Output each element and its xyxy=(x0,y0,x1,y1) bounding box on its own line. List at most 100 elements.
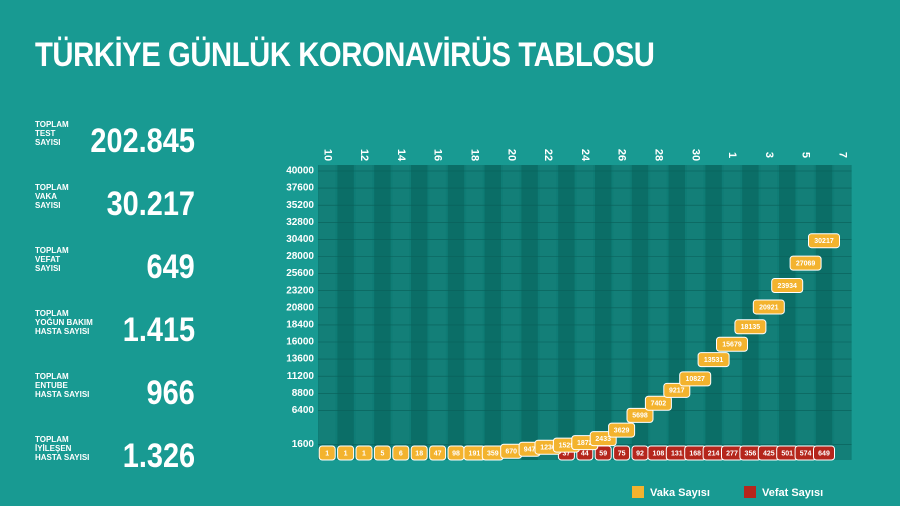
data-label: 574 xyxy=(800,450,812,457)
legend-swatch xyxy=(632,486,644,498)
y-tick-label: 28000 xyxy=(286,251,314,262)
data-label: 59 xyxy=(599,450,607,457)
data-box xyxy=(808,233,840,249)
data-label: 92 xyxy=(636,450,644,457)
stat-label: TOPLAM İYİLEŞEN HASTA SAYISI xyxy=(35,435,90,462)
data-box xyxy=(697,352,730,368)
x-tick-label: 28 xyxy=(652,149,664,161)
column-stripe xyxy=(319,165,336,460)
column-stripe xyxy=(521,165,538,460)
data-label: 1236 xyxy=(540,445,556,452)
x-tick-label: 10 xyxy=(321,149,333,161)
y-tick-label: 11200 xyxy=(287,371,315,382)
y-tick-label: 20800 xyxy=(286,302,314,313)
column-stripe xyxy=(779,165,796,460)
data-label: 5698 xyxy=(632,413,648,420)
column-stripe xyxy=(723,165,741,460)
column-stripe xyxy=(613,165,630,460)
stat: TOPLAM VAKA SAYISI 30.217 xyxy=(35,183,195,223)
stat-label: TOPLAM ENTUBE HASTA SAYISI xyxy=(35,372,90,399)
column-stripe xyxy=(742,165,759,460)
data-label: 277 xyxy=(726,450,738,457)
y-tick-label: 8800 xyxy=(292,388,315,399)
y-tick-label: 32800 xyxy=(286,217,314,228)
column-stripe xyxy=(668,165,685,460)
y-tick-label: 35200 xyxy=(286,200,314,211)
data-label: 1 xyxy=(325,450,329,457)
data-box xyxy=(752,299,785,315)
stat-label: TOPLAM TEST SAYISI xyxy=(35,120,69,147)
y-tick-label: 40000 xyxy=(286,166,314,177)
legend-label: Vaka Sayısı xyxy=(650,487,710,499)
data-label: 501 xyxy=(781,450,793,457)
data-label: 947 xyxy=(524,447,536,454)
stat: TOPLAM ENTUBE HASTA SAYISI 966 xyxy=(35,372,195,412)
data-label: 15679 xyxy=(722,342,742,349)
data-box xyxy=(429,445,447,461)
data-label: 30217 xyxy=(814,238,834,245)
data-label: 356 xyxy=(745,450,757,457)
stat: TOPLAM YOĞUN BAKIM HASTA SAYISI 1.415 xyxy=(35,309,195,349)
data-box xyxy=(608,422,636,438)
data-label: 425 xyxy=(763,450,775,457)
column-stripe xyxy=(687,165,704,460)
stat-value: 1.415 xyxy=(122,311,195,349)
stat: TOPLAM VEFAT SAYISI 649 xyxy=(35,246,195,286)
column-stripe xyxy=(337,165,354,460)
x-tick-label: 7 xyxy=(836,152,848,158)
data-label: 1 xyxy=(362,450,366,457)
stat-value: 1.326 xyxy=(122,437,195,475)
column-stripe xyxy=(484,165,501,460)
data-label: 6 xyxy=(399,450,403,457)
data-box xyxy=(771,277,804,293)
data-label: 23934 xyxy=(777,283,797,290)
column-stripe xyxy=(705,165,722,460)
data-label: 168 xyxy=(689,450,701,457)
legend-swatch xyxy=(744,486,756,498)
x-tick-label: 26 xyxy=(616,149,628,161)
y-tick-label: 1600 xyxy=(292,439,315,450)
data-label: 27069 xyxy=(796,260,816,267)
y-tick-label: 13600 xyxy=(286,354,314,365)
title: TÜRKİYE GÜNLÜK KORONAVİRÜS TABLOSU xyxy=(35,36,655,74)
column-stripe xyxy=(558,165,575,460)
data-label: 7402 xyxy=(651,401,667,408)
stat-label: TOPLAM YOĞUN BAKIM HASTA SAYISI xyxy=(35,309,93,336)
data-box xyxy=(644,395,672,411)
data-box xyxy=(318,445,336,461)
y-tick-label: 37600 xyxy=(286,183,314,194)
data-box xyxy=(392,445,410,461)
data-label: 20921 xyxy=(759,304,779,311)
data-box xyxy=(734,319,767,335)
data-box xyxy=(813,445,835,461)
x-tick-label: 22 xyxy=(542,149,554,161)
data-label: 10827 xyxy=(685,376,705,383)
column-stripe xyxy=(392,165,409,460)
data-label: 1872 xyxy=(577,440,593,447)
data-box xyxy=(373,445,391,461)
stat-value: 30.217 xyxy=(106,185,195,223)
data-box xyxy=(613,445,631,461)
stat-value: 649 xyxy=(146,248,195,286)
stat: TOPLAM İYİLEŞEN HASTA SAYISI 1.326 xyxy=(35,435,195,475)
data-label: 5 xyxy=(380,450,384,457)
data-label: 9217 xyxy=(669,388,685,395)
x-tick-label: 16 xyxy=(432,149,444,161)
column-stripe xyxy=(797,165,814,460)
data-label: 3629 xyxy=(614,427,630,434)
y-tick-label: 6400 xyxy=(292,405,315,416)
x-tick-label: 20 xyxy=(505,149,517,161)
column-stripe xyxy=(429,165,446,460)
data-box xyxy=(355,445,373,461)
data-label: 359 xyxy=(487,450,499,457)
y-tick-label: 30400 xyxy=(286,234,314,245)
stat-value: 966 xyxy=(146,374,195,412)
y-tick-label: 16000 xyxy=(286,337,314,348)
data-label: 18 xyxy=(415,450,423,457)
column-stripe xyxy=(411,165,428,460)
data-box xyxy=(626,407,654,423)
column-stripe xyxy=(539,165,557,460)
data-box xyxy=(789,255,822,271)
data-label: 44 xyxy=(581,450,589,457)
